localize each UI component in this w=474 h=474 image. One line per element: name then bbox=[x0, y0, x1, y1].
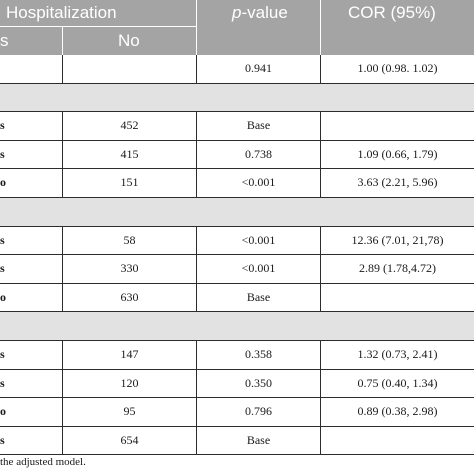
table-cell: 95 bbox=[62, 398, 196, 426]
table-row: s 147 0.358 1.32 (0.73, 2.41) bbox=[0, 341, 474, 370]
table-cell: 452 bbox=[62, 112, 196, 140]
table-cell: 1.32 (0.73, 2.41) bbox=[320, 341, 474, 369]
table-cell: Base bbox=[196, 283, 320, 312]
table-cell: s bbox=[0, 232, 5, 247]
header-divider bbox=[0, 26, 196, 27]
header-p-suffix: -value bbox=[241, 3, 288, 22]
header-yes: s bbox=[0, 31, 9, 50]
table-header: Hospitalization p-value COR (95%) s No bbox=[0, 0, 474, 55]
table-cell bbox=[0, 55, 62, 83]
table-cell: o bbox=[0, 289, 6, 304]
table-cell: s bbox=[0, 375, 5, 390]
table-cell: Base bbox=[196, 112, 320, 140]
table-row: o 95 0.796 0.89 (0.38, 2.98) bbox=[0, 398, 474, 427]
table-footnote: the adjusted model. bbox=[0, 456, 86, 468]
table-cell: s bbox=[0, 118, 5, 133]
table-cell: <0.001 bbox=[196, 226, 320, 255]
table-cell: s bbox=[0, 347, 5, 361]
table-cell: 147 bbox=[62, 341, 196, 369]
table-cell: 1.00 (0.98. 1.02) bbox=[320, 55, 474, 83]
table-cell: s bbox=[0, 261, 5, 276]
header-vline bbox=[320, 0, 321, 55]
table-cell bbox=[320, 283, 474, 312]
table-cell: 2.89 (1.78,4.72) bbox=[320, 255, 474, 283]
table-cell bbox=[320, 426, 474, 455]
table-row: s 58 <0.001 12.36 (7.01, 21,78) bbox=[0, 226, 474, 256]
table-cell: 0.941 bbox=[196, 55, 320, 83]
table-cell: 330 bbox=[62, 255, 196, 283]
table-cell: 12.36 (7.01, 21,78) bbox=[320, 226, 474, 255]
header-hospitalization: Hospitalization bbox=[6, 3, 117, 22]
table-cell bbox=[62, 55, 196, 83]
table-cell: o bbox=[0, 175, 6, 190]
table-cell: 151 bbox=[62, 169, 196, 197]
section-row bbox=[0, 312, 474, 341]
table-row: o 151 <0.001 3.63 (2.21, 5.96) bbox=[0, 169, 474, 198]
table-cell: 630 bbox=[62, 283, 196, 312]
table-row: s 120 0.350 0.75 (0.40, 1.34) bbox=[0, 369, 474, 399]
table-row: 0.941 1.00 (0.98. 1.02) bbox=[0, 55, 474, 84]
header-vline bbox=[62, 27, 63, 55]
header-cor: COR (95%) bbox=[348, 3, 436, 22]
table-cell: 58 bbox=[62, 226, 196, 255]
section-row bbox=[0, 198, 474, 227]
table-cell: 0.738 bbox=[196, 140, 320, 169]
table-cell bbox=[320, 112, 474, 140]
table-row: s 452 Base bbox=[0, 112, 474, 141]
table-row: s 654 Base bbox=[0, 426, 474, 456]
table-cell: 0.350 bbox=[196, 369, 320, 398]
table-cell: Base bbox=[196, 426, 320, 455]
table-row: s 330 <0.001 2.89 (1.78,4.72) bbox=[0, 255, 474, 284]
table-cell: 415 bbox=[62, 140, 196, 169]
section-row bbox=[0, 83, 474, 113]
table-cell: 654 bbox=[62, 426, 196, 455]
header-vline bbox=[196, 0, 197, 55]
table-cell: 0.796 bbox=[196, 398, 320, 426]
table-cell: 120 bbox=[62, 369, 196, 398]
table-row: o 630 Base bbox=[0, 283, 474, 313]
table-cell: 1.09 (0.66, 1.79) bbox=[320, 140, 474, 169]
header-p-value: p-value bbox=[232, 3, 288, 23]
header-no: No bbox=[118, 31, 140, 50]
table-cell: <0.001 bbox=[196, 169, 320, 197]
table-cell: s bbox=[0, 146, 5, 161]
table-cell: 3.63 (2.21, 5.96) bbox=[320, 169, 474, 197]
table-cell: o bbox=[0, 404, 6, 419]
table-cell: 0.89 (0.38, 2.98) bbox=[320, 398, 474, 426]
header-p-italic: p bbox=[232, 3, 242, 22]
table-cell: 0.358 bbox=[196, 341, 320, 369]
table-cell: <0.001 bbox=[196, 255, 320, 283]
table-cell: 0.75 (0.40, 1.34) bbox=[320, 369, 474, 398]
table-cell: s bbox=[0, 432, 5, 447]
table-row: s 415 0.738 1.09 (0.66, 1.79) bbox=[0, 140, 474, 170]
